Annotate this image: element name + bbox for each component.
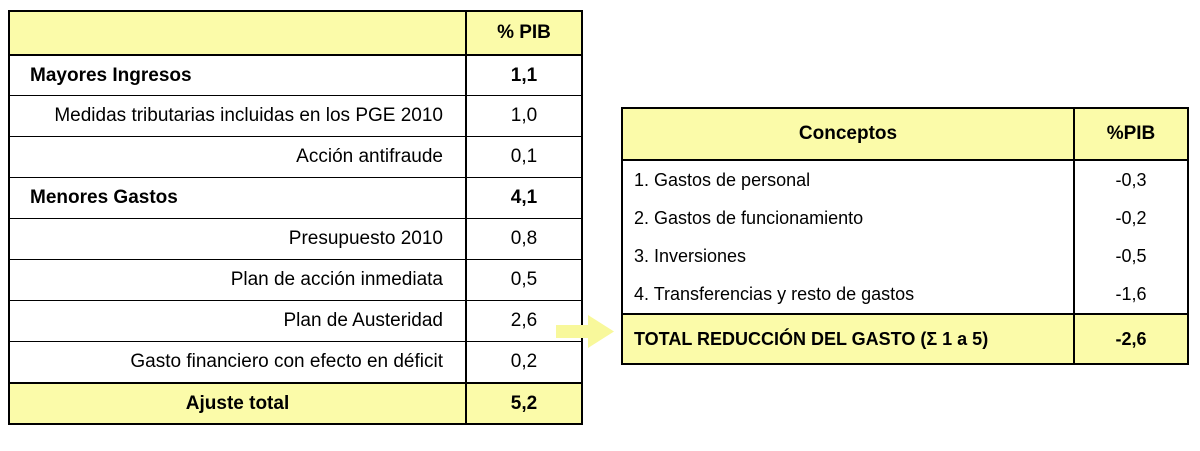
table-row-plan-accion-inmediata: Plan de acción inmediata 0,5 xyxy=(10,259,581,300)
row-value: 1,0 xyxy=(510,105,538,126)
row-value: -0,5 xyxy=(1115,245,1147,266)
table-row-presupuesto-2010: Presupuesto 2010 0,8 xyxy=(10,218,581,259)
ajuste-total-table: % PIB Mayores Ingresos 1,1 Medidas tribu… xyxy=(8,10,583,425)
right-header-conceptos-label: Conceptos xyxy=(623,109,1075,159)
row-label: 4. Transferencias y resto de gastos xyxy=(623,275,1075,313)
left-header-pib-label: % PIB xyxy=(497,22,551,43)
row-label: TOTAL REDUCCIÓN DEL GASTO (Σ 1 a 5) xyxy=(623,315,1075,363)
row-label: 3. Inversiones xyxy=(623,237,1075,275)
row-value: 1,1 xyxy=(510,64,538,86)
row-label: Menores Gastos xyxy=(10,178,467,218)
table-row-menores-gastos: Menores Gastos 4,1 xyxy=(10,177,581,218)
table-row-inversiones: 3. Inversiones -0,5 xyxy=(623,237,1187,275)
row-label: Gasto financiero con efecto en déficit xyxy=(10,342,467,382)
table-row-gasto-financiero: Gasto financiero con efecto en déficit 0… xyxy=(10,341,581,382)
table-row-accion-antifraude: Acción antifraude 0,1 xyxy=(10,136,581,177)
table-row-ajuste-total: Ajuste total 5,2 xyxy=(10,382,581,423)
row-label: Ajuste total xyxy=(10,384,467,423)
row-label: Acción antifraude xyxy=(10,137,467,177)
row-value: 0,5 xyxy=(510,269,538,290)
right-header-pib-label: %PIB xyxy=(1106,123,1156,144)
row-label: Medidas tributarias incluidas en los PGE… xyxy=(10,96,467,136)
table-row-gastos-personal: 1. Gastos de personal -0,3 xyxy=(623,161,1187,199)
right-block-arrow-icon xyxy=(556,315,614,348)
row-value: 0,2 xyxy=(510,351,538,372)
table-row-mayores-ingresos: Mayores Ingresos 1,1 xyxy=(10,54,581,95)
row-value: -1,6 xyxy=(1115,283,1147,304)
row-value: 0,8 xyxy=(510,228,538,249)
row-value: 2,6 xyxy=(510,310,538,331)
row-label: 2. Gastos de funcionamiento xyxy=(623,199,1075,237)
table-row-transferencias: 4. Transferencias y resto de gastos -1,6 xyxy=(623,275,1187,313)
table-row-gastos-funcionamiento: 2. Gastos de funcionamiento -0,2 xyxy=(623,199,1187,237)
row-value: 0,1 xyxy=(510,146,538,167)
row-label: Presupuesto 2010 xyxy=(10,219,467,259)
row-value: -2,6 xyxy=(1115,328,1147,349)
right-table-header-row: Conceptos %PIB xyxy=(623,109,1187,161)
table-row-medidas-tributarias: Medidas tributarias incluidas en los PGE… xyxy=(10,95,581,136)
left-table-header-row: % PIB xyxy=(10,12,581,54)
row-value: 5,2 xyxy=(510,392,538,414)
table-row-total-reduccion: TOTAL REDUCCIÓN DEL GASTO (Σ 1 a 5) -2,6 xyxy=(623,313,1187,363)
left-header-empty-cell xyxy=(10,12,467,54)
table-row-plan-de-austeridad: Plan de Austeridad 2,6 xyxy=(10,300,581,341)
row-label: Mayores Ingresos xyxy=(10,56,467,95)
row-label: Plan de acción inmediata xyxy=(10,260,467,300)
row-label: Plan de Austeridad xyxy=(10,301,467,341)
row-value: 4,1 xyxy=(510,187,538,208)
row-value: -0,2 xyxy=(1115,207,1147,228)
row-value: -0,3 xyxy=(1115,169,1147,190)
reduccion-gasto-table: Conceptos %PIB 1. Gastos de personal -0,… xyxy=(621,107,1189,365)
row-label: 1. Gastos de personal xyxy=(623,161,1075,199)
